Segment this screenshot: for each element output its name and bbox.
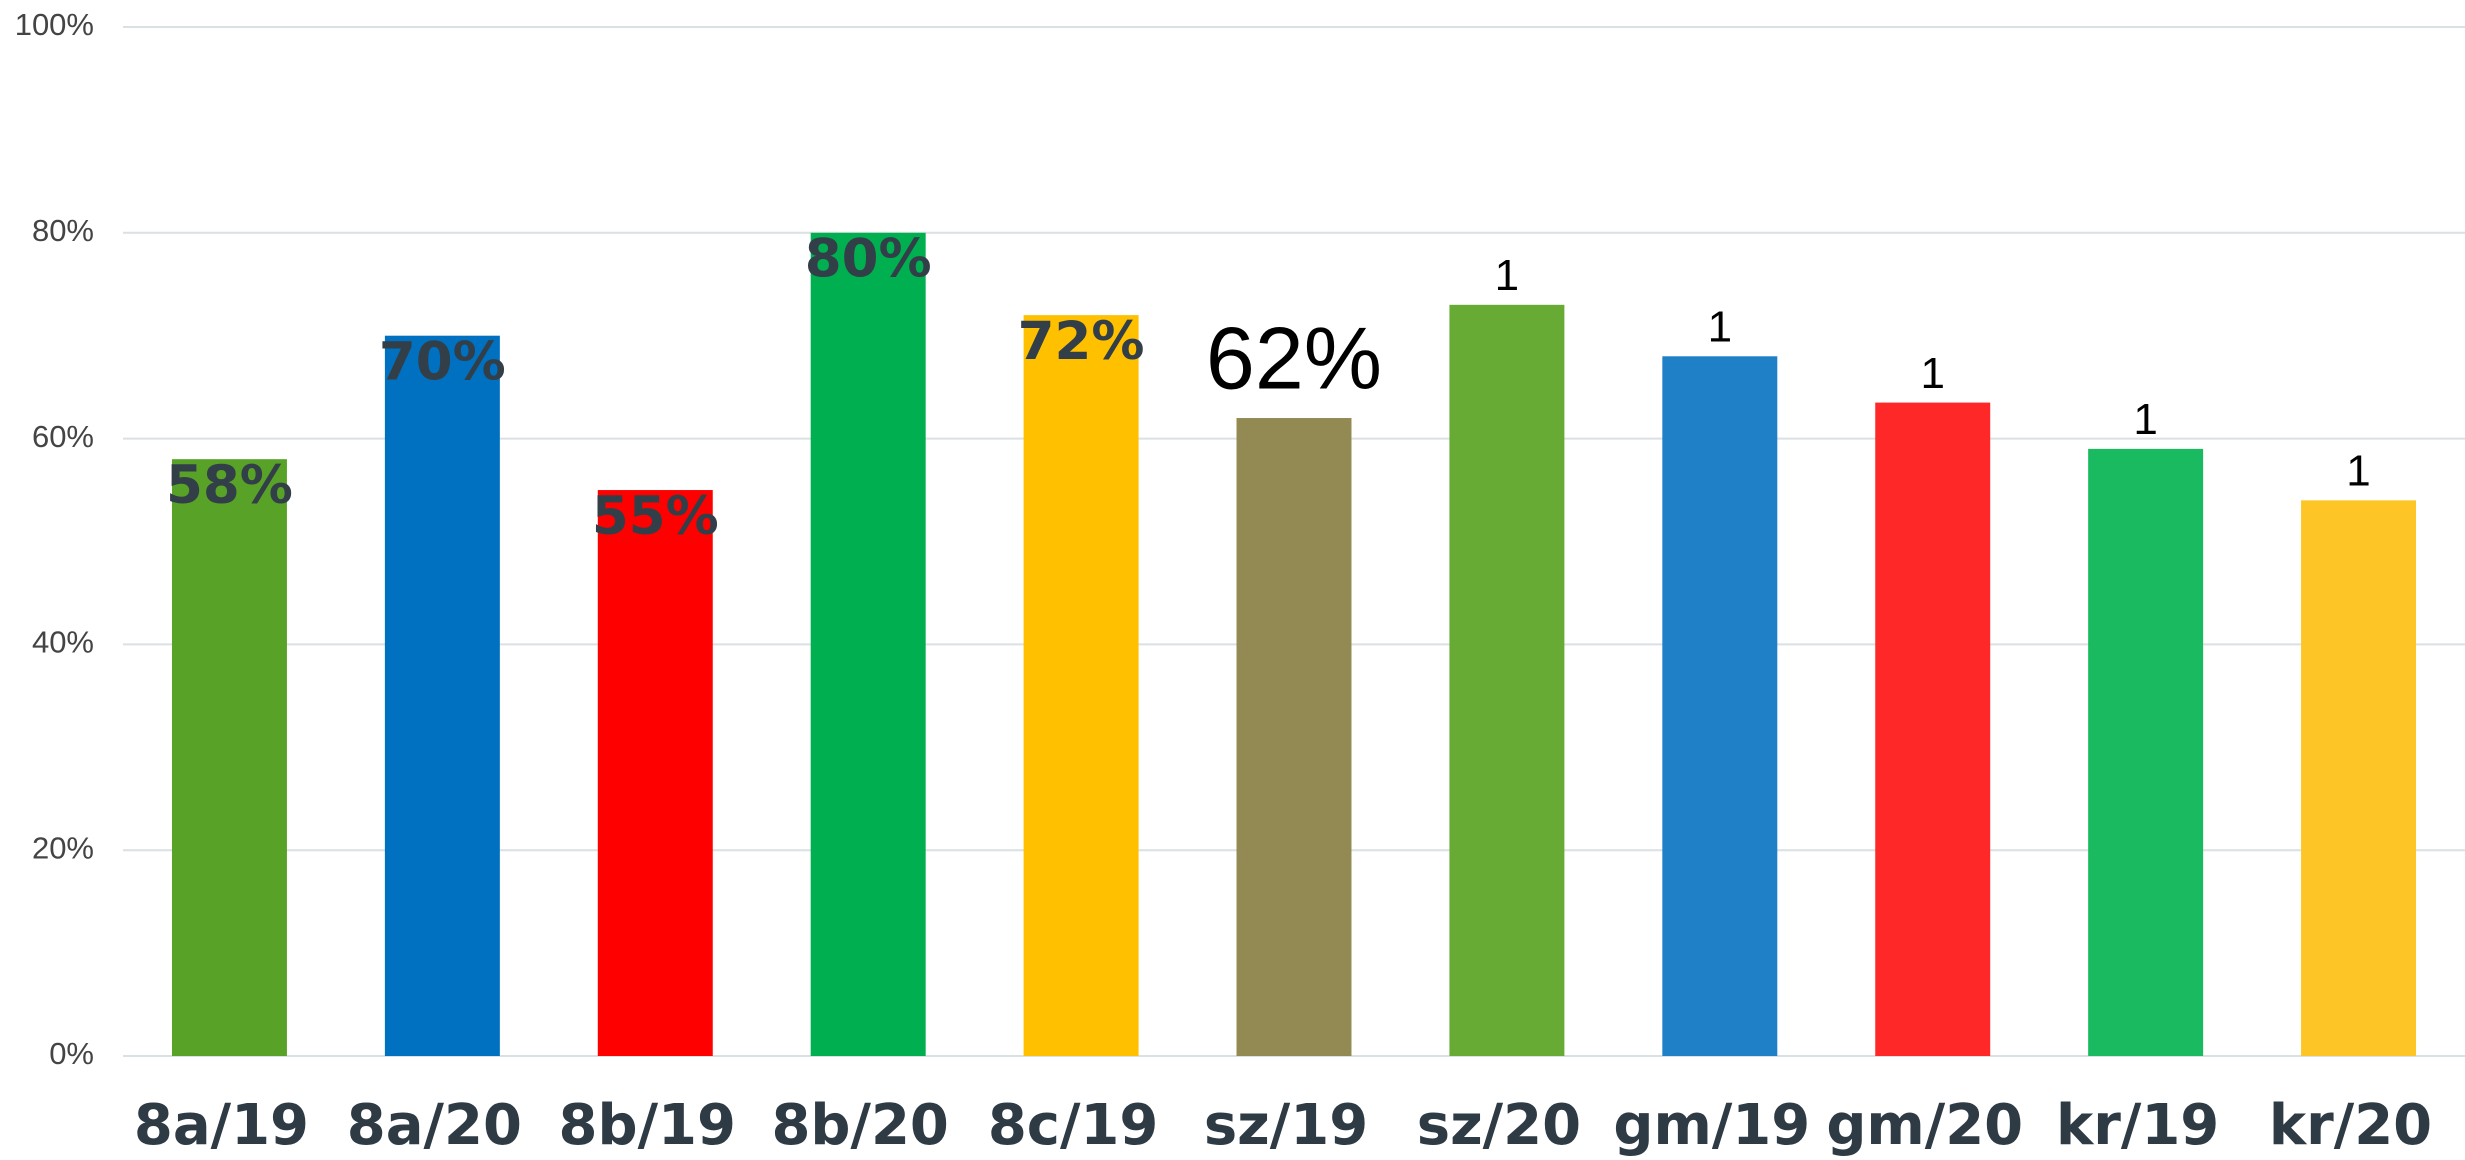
x-tick-label: 8a/19 [134, 1093, 309, 1158]
x-tick-label: sz/19 [1204, 1093, 1368, 1158]
data-label: 80% [805, 229, 932, 290]
x-tick-label: sz/20 [1417, 1093, 1581, 1158]
data-label: 1 [1920, 349, 1944, 398]
data-label: 70% [379, 331, 506, 392]
bar [1023, 315, 1139, 1056]
data-label: 62% [1206, 308, 1382, 407]
data-label: 1 [2346, 447, 2370, 496]
y-tick-label: 0% [49, 1036, 94, 1071]
data-label: 1 [1495, 251, 1519, 300]
bar [2088, 448, 2204, 1056]
bar [1449, 304, 1565, 1057]
x-tick-label: gm/19 [1613, 1093, 1810, 1158]
y-tick-label: 60% [32, 419, 94, 454]
data-label: 55% [592, 486, 719, 547]
bar [171, 459, 287, 1056]
data-label: 1 [2133, 395, 2157, 444]
x-tick-label: kr/20 [2269, 1093, 2432, 1158]
bar [1875, 402, 1991, 1057]
data-label: 1 [1708, 303, 1732, 352]
x-tick-label: 8c/19 [988, 1093, 1159, 1158]
y-tick-label: 100% [15, 7, 94, 42]
y-tick-label: 20% [32, 830, 94, 865]
y-tick-label: 80% [32, 213, 94, 248]
data-label: 72% [1018, 311, 1145, 372]
x-tick-label: 8a/20 [347, 1093, 522, 1158]
bar [1662, 356, 1778, 1056]
data-label: 58% [166, 455, 293, 516]
x-tick-label: 8b/20 [771, 1093, 948, 1158]
y-tick-label: 40% [32, 625, 94, 660]
bar [810, 232, 926, 1057]
bar [1236, 418, 1352, 1056]
x-tick-label: 8b/19 [559, 1093, 736, 1158]
x-tick-label: kr/19 [2056, 1093, 2219, 1158]
bar [597, 490, 713, 1056]
bar [2301, 500, 2417, 1057]
bar [384, 335, 500, 1056]
x-tick-label: gm/20 [1826, 1093, 2023, 1158]
